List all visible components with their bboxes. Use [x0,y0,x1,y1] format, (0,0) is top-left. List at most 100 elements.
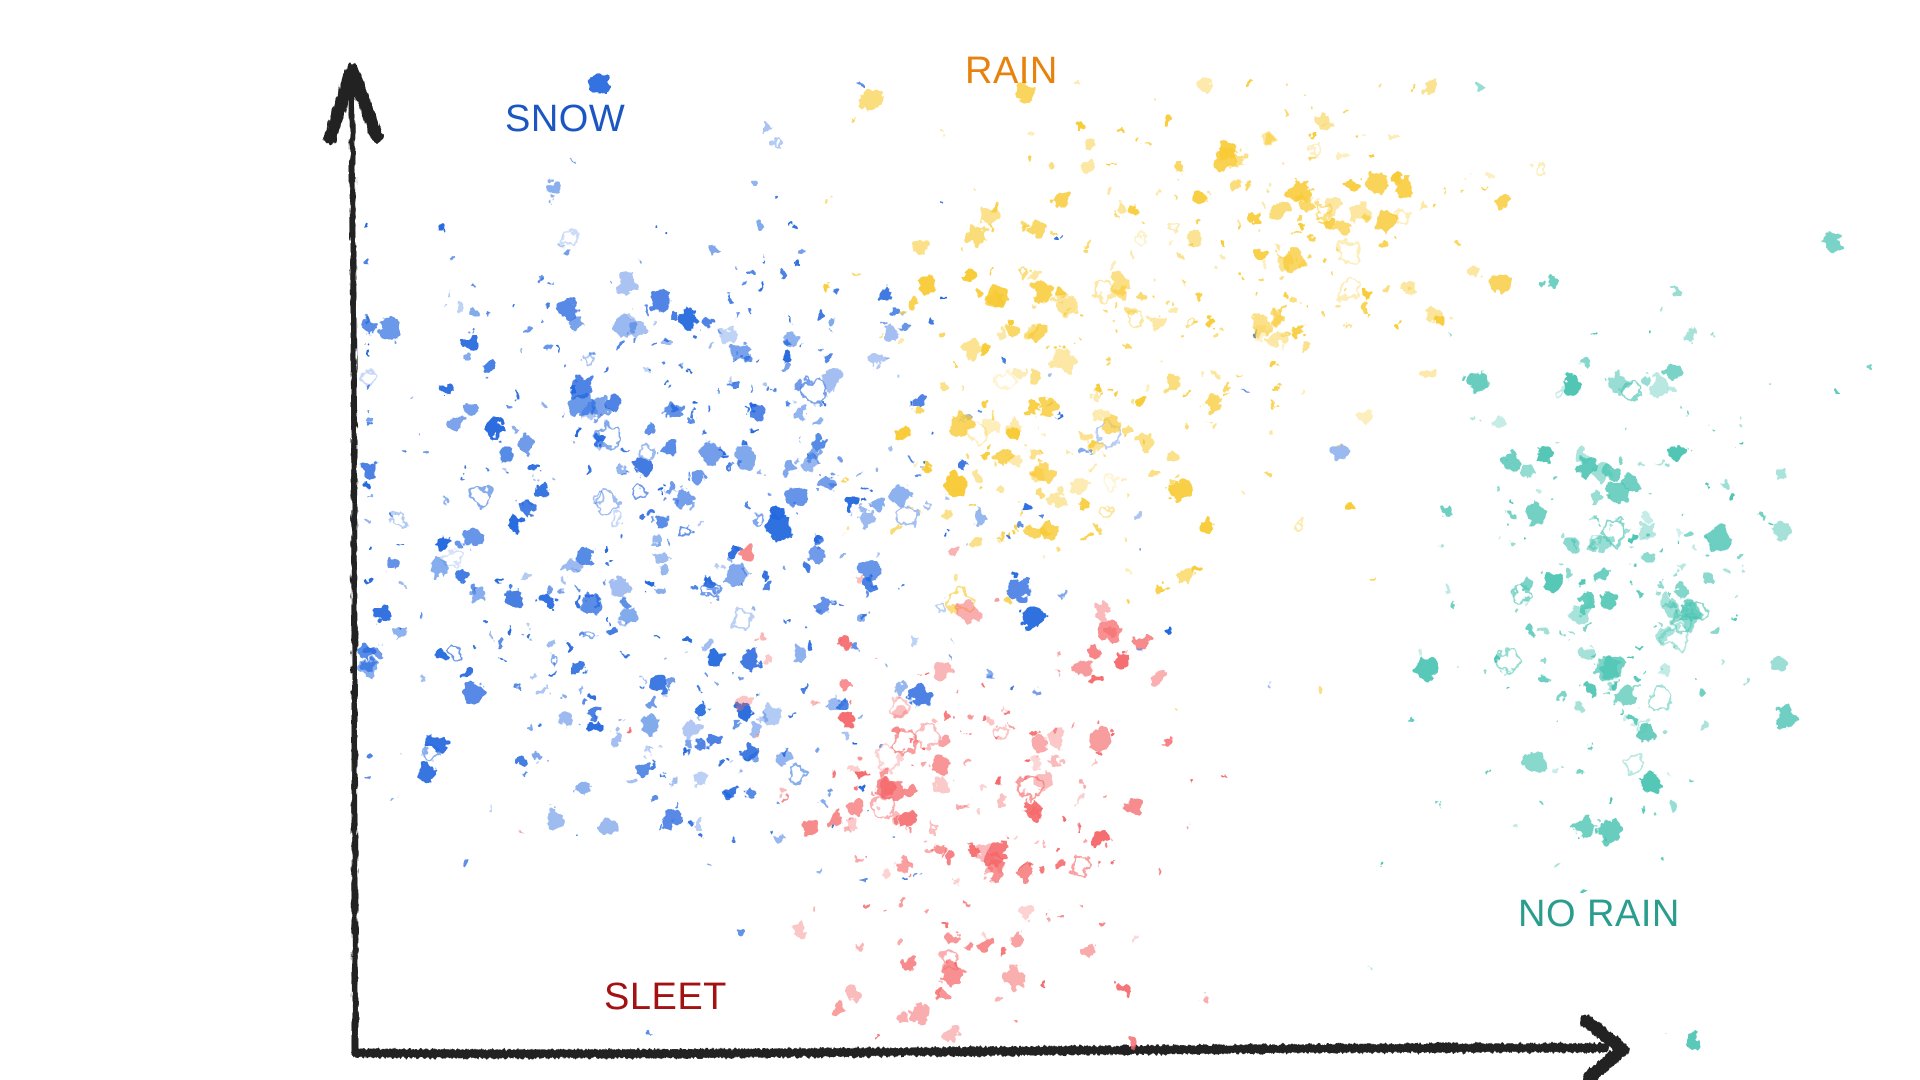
data-point [896,336,905,345]
data-point [1776,467,1789,480]
data-point [969,714,974,719]
data-point [847,817,859,829]
data-point [653,321,657,325]
data-point [1079,828,1083,833]
data-point [1079,432,1090,444]
data-point [1663,856,1667,860]
data-point [842,698,847,703]
data-point [1582,610,1587,615]
data-point [1021,791,1025,795]
data-point [1503,453,1521,471]
data-point [1475,81,1483,89]
data-point [893,816,898,822]
data-point [1236,222,1241,228]
data-point [1275,386,1279,390]
data-point [730,759,734,763]
data-point [692,819,702,829]
data-point [448,414,463,430]
data-point [544,586,552,594]
data-point [1092,762,1096,766]
data-point [1692,542,1698,548]
data-point [1048,754,1061,768]
data-point [662,409,666,413]
data-point [811,436,826,451]
data-point [1349,202,1370,223]
data-point [980,684,985,689]
data-point [604,619,608,623]
data-point [1318,221,1323,226]
data-point [1570,603,1592,625]
data-point [1281,111,1286,116]
data-point [955,600,980,625]
data-point [1109,725,1116,732]
data-point [925,745,929,749]
data-point [1674,570,1678,575]
data-point [1128,252,1133,258]
data-point [912,503,917,507]
data-point [708,244,719,255]
data-point [685,369,690,373]
data-point [883,871,891,879]
data-point [1014,503,1018,507]
data-point [757,735,762,739]
data-point [795,514,799,518]
data-point [1508,499,1514,505]
data-point [1203,200,1207,204]
cluster-dots-sleet [519,546,1225,1048]
data-point [1334,220,1352,239]
data-point [1579,646,1596,664]
data-point [1460,190,1465,195]
data-point [967,841,972,847]
data-point [792,400,796,405]
data-point [1650,627,1654,631]
data-point [1115,329,1120,334]
data-point [623,331,628,335]
data-point [827,319,835,327]
data-point [1058,816,1066,824]
data-point [366,421,370,426]
data-point [1139,221,1144,226]
data-point [396,624,401,629]
data-point [778,271,785,278]
data-point [1657,663,1671,677]
data-point [1180,280,1184,285]
data-point [1437,802,1441,807]
data-point [1406,285,1412,291]
data-point [729,670,734,675]
data-point [869,352,884,367]
data-point [1772,521,1791,540]
data-point [560,587,566,594]
data-point [1053,293,1065,305]
data-point [693,771,707,785]
data-point [973,471,985,484]
data-point [604,366,609,371]
data-point [462,528,482,548]
data-point [1441,188,1446,192]
data-point [804,626,809,632]
data-point [367,755,374,762]
data-point [965,453,971,459]
axes [323,63,1630,1080]
data-point [649,764,657,771]
data-point [576,599,583,605]
data-point [541,402,548,409]
data-point [1588,743,1592,747]
data-point [454,538,463,547]
data-point [1576,457,1596,477]
data-point [1388,132,1396,140]
data-point [652,341,656,345]
data-point [1273,249,1277,253]
data-point [468,484,492,508]
data-point [580,689,584,694]
data-point [916,512,921,516]
data-point [1017,522,1024,528]
data-point [622,446,630,453]
data-point [1736,552,1743,558]
data-point [1667,365,1682,380]
data-point [359,658,377,677]
data-point [1015,82,1036,102]
data-point [1364,296,1369,301]
data-point [988,859,994,865]
data-point [1381,238,1389,247]
data-point [668,774,678,783]
